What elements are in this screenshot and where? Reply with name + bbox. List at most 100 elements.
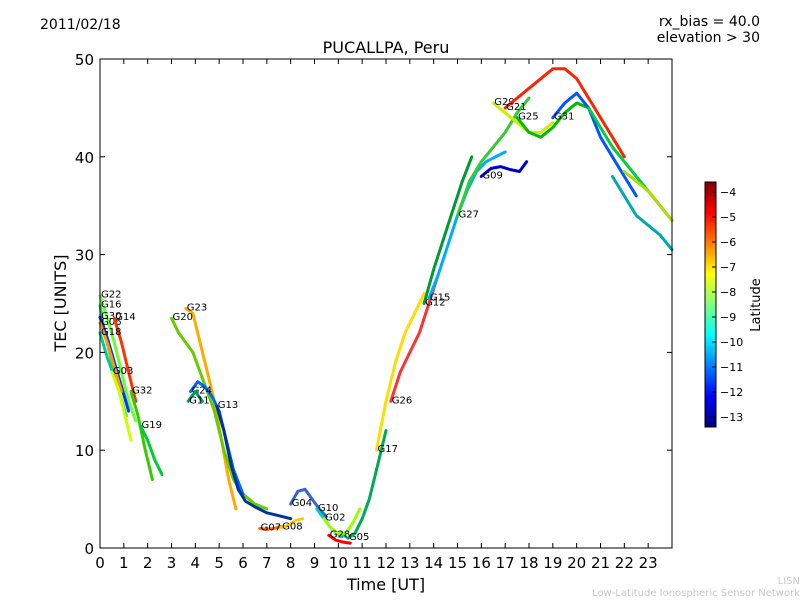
series-label: G04 — [292, 498, 312, 509]
series-label: G11 — [189, 395, 209, 406]
series-label: G29 — [494, 97, 514, 108]
series-G03 — [110, 370, 133, 442]
series-G25 — [515, 101, 591, 139]
series-G22 — [98, 294, 138, 423]
series-G19 — [139, 424, 164, 477]
series-label: G09 — [482, 170, 502, 181]
x-tick-label: 1 — [119, 554, 129, 572]
colorbar-tick-label: −4 — [720, 186, 736, 199]
colorbar-tick-label: −13 — [720, 411, 743, 424]
series-label: G19 — [142, 420, 162, 431]
series-label: G31 — [554, 112, 574, 123]
x-axis-label: Time [UT] — [346, 575, 425, 594]
series-G29 — [491, 101, 555, 134]
x-tick-label: 23 — [639, 554, 658, 572]
series-label: G27 — [459, 209, 479, 220]
series-label: G25 — [518, 112, 538, 123]
x-tick-label: 14 — [424, 554, 443, 572]
x-tick-label: 21 — [591, 554, 610, 572]
y-tick-label: 40 — [75, 149, 94, 167]
series-label: G28 — [330, 529, 350, 540]
series-G17 — [375, 292, 426, 452]
series-G13 — [215, 404, 293, 521]
plot-frame — [99, 58, 673, 549]
series-label: G23 — [187, 302, 207, 313]
x-tick-label: 9 — [310, 554, 320, 572]
series-label: G08 — [282, 521, 302, 532]
y-tick-label: 30 — [75, 247, 94, 265]
series-G18 — [98, 331, 116, 379]
colorbar-tick-label: −11 — [720, 361, 743, 374]
series-label: G12 — [425, 298, 445, 309]
series-G02 — [322, 507, 362, 535]
colorbar-tick-label: −8 — [720, 286, 736, 299]
x-tick-label: 8 — [286, 554, 296, 572]
x-tick-label: 3 — [167, 554, 177, 572]
series-label: G21 — [506, 102, 526, 113]
series-label: G02 — [325, 513, 345, 524]
x-tick-label: 18 — [519, 554, 538, 572]
series-label: G10 — [318, 503, 338, 514]
series-label: G07 — [261, 522, 281, 533]
x-tick-label: 20 — [567, 554, 586, 572]
colorbar-tick-label: −5 — [720, 211, 736, 224]
series-label: G26 — [392, 395, 412, 406]
x-tick-label: 11 — [353, 554, 372, 572]
colorbar — [704, 181, 717, 428]
series-label: G15 — [430, 293, 450, 304]
series-label: G24 — [192, 386, 212, 397]
axes-layer: 0 1 2 3 4 5 6 7 8 9 10 11 12 13 14 15 16 17 18 19 20 21 22 2301… — [75, 51, 672, 572]
series-label: G13 — [218, 400, 238, 411]
y-tick-label: 0 — [84, 540, 94, 558]
date-label: 2011/02/18 — [40, 17, 121, 33]
y-axis-label: TEC [UNITS] — [51, 255, 70, 353]
colorbar-tick-label: −6 — [720, 236, 736, 249]
colorbar-tick-label: −7 — [720, 261, 736, 274]
series-G06 — [98, 321, 123, 393]
elevation-label: elevation > 30 — [656, 30, 760, 46]
x-tick-label: 5 — [214, 554, 224, 572]
x-tick-label: 12 — [376, 554, 395, 572]
series-G14 — [112, 316, 138, 403]
series-G12 — [422, 155, 474, 305]
rx-bias-label: rx_bias = 40.0 — [658, 14, 760, 30]
series-G28 — [327, 533, 352, 545]
footer-network: Low-Latitude Ionospheric Sensor Network — [592, 588, 800, 599]
series-label: G18 — [101, 327, 121, 338]
series-G23 — [184, 306, 238, 511]
series-label: G06 — [101, 317, 121, 328]
colorbar-tick-label: −9 — [720, 311, 736, 324]
footer-lisn: LISN — [777, 576, 800, 587]
y-tick-label: 10 — [75, 442, 94, 460]
series-Gx3 — [622, 170, 674, 222]
colorbar-label: Latitude — [749, 278, 764, 332]
colorbar-tick-label: −10 — [720, 336, 743, 349]
series-label: G22 — [101, 290, 121, 301]
series-G05 — [346, 429, 388, 540]
series-label: G16 — [101, 299, 121, 310]
series-label: G20 — [173, 312, 193, 323]
y-tick-label: 50 — [75, 51, 94, 69]
chart-title: PUCALLPA, Peru — [322, 38, 450, 57]
series-G31 — [551, 91, 638, 198]
series-label: G17 — [377, 444, 397, 455]
x-tick-label: 0 — [95, 554, 105, 572]
x-tick-label: 2 — [143, 554, 153, 572]
x-tick-label: 4 — [191, 554, 201, 572]
series-G04 — [289, 487, 328, 519]
series-G20 — [170, 316, 269, 511]
series-label: G30 — [101, 311, 121, 322]
x-tick-label: 7 — [262, 554, 272, 572]
series-label: G05 — [349, 532, 369, 543]
x-tick-label: 16 — [472, 554, 491, 572]
x-tick-label: 13 — [400, 554, 419, 572]
x-tick-label: 17 — [496, 554, 515, 572]
series-label: G32 — [132, 386, 152, 397]
x-tick-label: 10 — [329, 554, 348, 572]
x-tick-label: 6 — [238, 554, 248, 572]
series-G32 — [129, 390, 154, 481]
series-G21 — [503, 67, 626, 159]
series-label: G03 — [113, 366, 133, 377]
